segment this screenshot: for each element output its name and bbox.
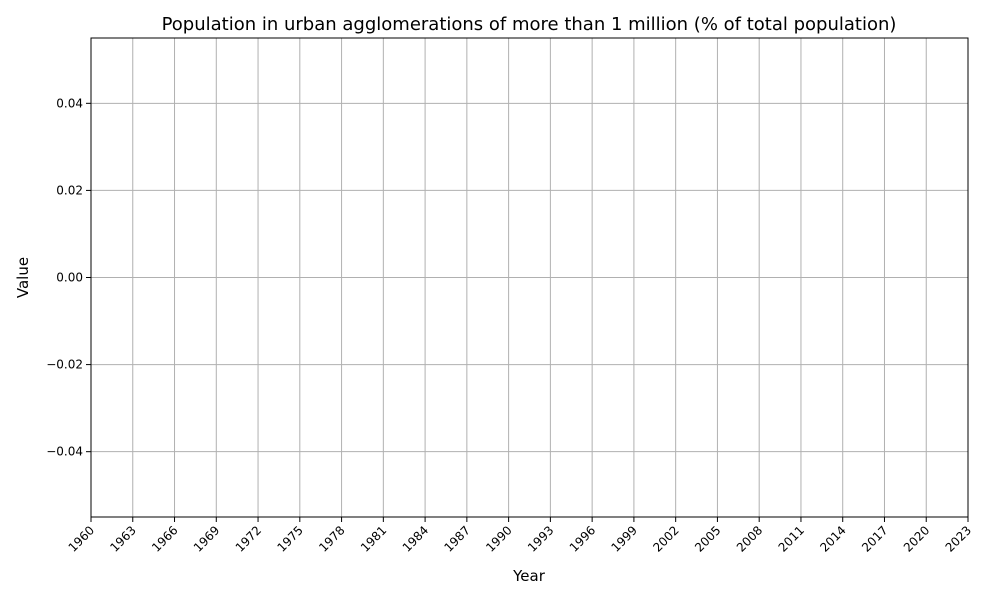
x-tick-label: 1996	[567, 523, 598, 554]
x-tick-label: 1984	[400, 523, 431, 554]
x-tick-label: 2014	[817, 523, 848, 554]
x-tick-label: 1981	[358, 523, 389, 554]
x-tick-label: 1960	[66, 523, 97, 554]
x-tick-label: 1999	[609, 523, 640, 554]
x-tick-label: 2005	[692, 523, 723, 554]
x-tick-label: 1987	[441, 523, 472, 554]
y-tick-label: −0.04	[46, 445, 83, 459]
y-axis-label: Value	[14, 257, 32, 298]
x-tick-label: 1990	[483, 523, 514, 554]
grid-layer	[90, 38, 969, 517]
x-tick-label: 2020	[901, 523, 932, 554]
chart-title: Population in urban agglomerations of mo…	[162, 14, 897, 35]
x-axis-label: Year	[512, 567, 546, 585]
plot-frame	[90, 37, 969, 518]
x-tick-label: 2023	[943, 523, 974, 554]
y-tick-label: −0.02	[46, 358, 83, 372]
x-tick-label: 2011	[776, 523, 807, 554]
x-tick-label: 1993	[525, 523, 556, 554]
x-axis: 1960 1963 1966 1969 1972 1975 1978 1981 1984 1987…	[66, 517, 974, 555]
x-tick-label: 1972	[233, 523, 264, 554]
x-tick-label: 2008	[734, 523, 765, 554]
x-tick-label: 2002	[650, 523, 681, 554]
x-tick-label: 1963	[107, 523, 138, 554]
y-tick-label: 0.02	[56, 183, 83, 197]
x-tick-label: 1966	[149, 523, 180, 554]
x-tick-label: 1969	[191, 523, 222, 554]
x-tick-label: 2017	[859, 523, 890, 554]
y-axis: 0.04 0.02 0.00 −0.02 −0.04	[46, 96, 91, 459]
x-tick-label: 1975	[274, 523, 305, 554]
y-tick-label: 0.00	[56, 271, 83, 285]
y-tick-label: 0.04	[56, 96, 83, 110]
x-tick-label: 1978	[316, 523, 347, 554]
